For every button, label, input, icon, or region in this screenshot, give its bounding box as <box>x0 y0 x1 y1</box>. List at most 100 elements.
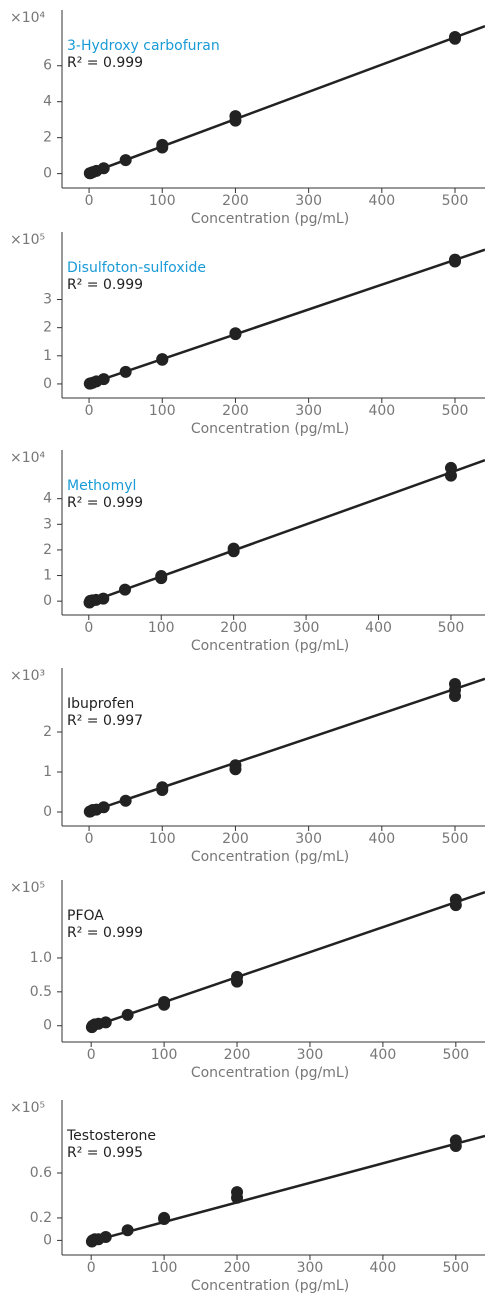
x-axis-label: Concentration (pg/mL) <box>191 849 349 865</box>
x-tick-label: 400 <box>368 403 395 419</box>
fit-line <box>88 25 485 175</box>
data-point <box>99 1231 112 1244</box>
data-point <box>119 154 132 167</box>
fit-line <box>90 891 485 1029</box>
x-tick-label: 100 <box>149 831 176 847</box>
data-point <box>99 1016 112 1029</box>
y-tick-label: 1 <box>43 764 52 780</box>
data-point <box>449 1134 462 1147</box>
data-point <box>448 253 461 266</box>
data-point <box>156 781 169 794</box>
x-tick-label: 400 <box>368 193 395 209</box>
x-tick-label: 100 <box>151 1047 178 1063</box>
x-axis-label: Concentration (pg/mL) <box>191 211 349 227</box>
y-tick-label: 1.0 <box>30 950 52 966</box>
x-tick-label: 100 <box>151 1260 178 1276</box>
fit-line <box>88 459 485 604</box>
x-tick-label: 300 <box>295 403 322 419</box>
x-axis-label: Concentration (pg/mL) <box>191 421 349 437</box>
x-tick-label: 400 <box>370 1047 397 1063</box>
x-tick-label: 0 <box>87 1260 96 1276</box>
data-point <box>97 592 110 605</box>
data-point <box>155 570 168 583</box>
y-multiplier: ×10⁵ <box>10 232 45 248</box>
data-point <box>97 801 110 814</box>
chart-title: Disulfoton-sulfoxide <box>67 260 206 276</box>
y-multiplier: ×10⁴ <box>10 10 46 26</box>
y-tick-label: 0 <box>43 166 52 182</box>
data-point <box>156 138 169 151</box>
chart-title: Testosterone <box>66 1128 156 1144</box>
x-tick-label: 200 <box>220 620 247 636</box>
y-tick-label: 4 <box>43 94 52 110</box>
y-multiplier: ×10⁵ <box>10 1100 45 1116</box>
x-tick-label: 500 <box>442 193 469 209</box>
data-point <box>156 353 169 366</box>
r-squared: R² = 0.999 <box>67 925 143 941</box>
y-tick-label: 0.5 <box>30 984 52 1000</box>
chart-title: Ibuprofen <box>67 696 134 712</box>
x-tick-label: 100 <box>149 193 176 209</box>
data-point <box>448 30 461 43</box>
data-point <box>444 461 457 474</box>
y-tick-label: 4 <box>43 491 52 507</box>
x-tick-label: 300 <box>297 1047 324 1063</box>
chart-title: Methomyl <box>67 478 136 494</box>
x-tick-label: 500 <box>442 1260 469 1276</box>
x-tick-label: 500 <box>442 831 469 847</box>
data-point <box>158 1211 171 1224</box>
fit-line <box>90 1134 485 1243</box>
data-point <box>121 1008 134 1021</box>
y-tick-label: 1 <box>43 348 52 364</box>
y-tick-label: 1 <box>43 568 52 584</box>
data-point <box>227 542 240 555</box>
x-tick-label: 0 <box>84 620 93 636</box>
x-tick-label: 100 <box>149 403 176 419</box>
y-tick-label: 6 <box>43 58 52 74</box>
x-tick-label: 300 <box>295 831 322 847</box>
x-tick-label: 400 <box>365 620 392 636</box>
data-point <box>97 162 110 175</box>
x-tick-label: 300 <box>293 620 320 636</box>
data-point <box>121 1224 134 1237</box>
data-point <box>119 794 132 807</box>
data-point <box>119 583 132 596</box>
y-tick-label: 0.6 <box>30 1165 52 1181</box>
x-tick-label: 500 <box>442 1047 469 1063</box>
data-point <box>449 893 462 906</box>
x-tick-label: 200 <box>222 831 249 847</box>
x-tick-label: 200 <box>222 403 249 419</box>
x-axis-label: Concentration (pg/mL) <box>191 1065 349 1081</box>
x-tick-label: 0 <box>85 193 94 209</box>
y-tick-label: 0 <box>43 804 52 820</box>
data-point <box>229 759 242 772</box>
y-tick-label: 0 <box>43 593 52 609</box>
data-point <box>229 110 242 123</box>
data-point <box>97 373 110 386</box>
y-tick-label: 2 <box>43 320 52 336</box>
x-tick-label: 0 <box>85 403 94 419</box>
x-tick-label: 500 <box>438 620 465 636</box>
x-tick-label: 300 <box>297 1260 324 1276</box>
r-squared: R² = 0.997 <box>67 713 143 729</box>
y-tick-label: 3 <box>43 292 52 308</box>
data-point <box>231 970 244 983</box>
x-tick-label: 200 <box>222 193 249 209</box>
x-tick-label: 400 <box>370 1260 397 1276</box>
y-tick-label: 2 <box>43 542 52 558</box>
y-multiplier: ×10⁴ <box>10 450 46 466</box>
y-tick-label: 3 <box>43 516 52 532</box>
y-tick-label: 2 <box>43 724 52 740</box>
r-squared: R² = 0.995 <box>67 1145 143 1161</box>
x-axis-label: Concentration (pg/mL) <box>191 1278 349 1294</box>
r-squared: R² = 0.999 <box>67 277 143 293</box>
x-tick-label: 0 <box>85 831 94 847</box>
y-tick-label: 0.2 <box>30 1210 52 1226</box>
fit-line <box>88 677 485 814</box>
x-axis-label: Concentration (pg/mL) <box>191 638 349 654</box>
data-point <box>448 678 461 690</box>
y-tick-label: 2 <box>43 130 52 146</box>
chart-title: PFOA <box>67 908 104 924</box>
y-multiplier: ×10³ <box>10 668 45 684</box>
r-squared: R² = 0.999 <box>67 495 143 511</box>
